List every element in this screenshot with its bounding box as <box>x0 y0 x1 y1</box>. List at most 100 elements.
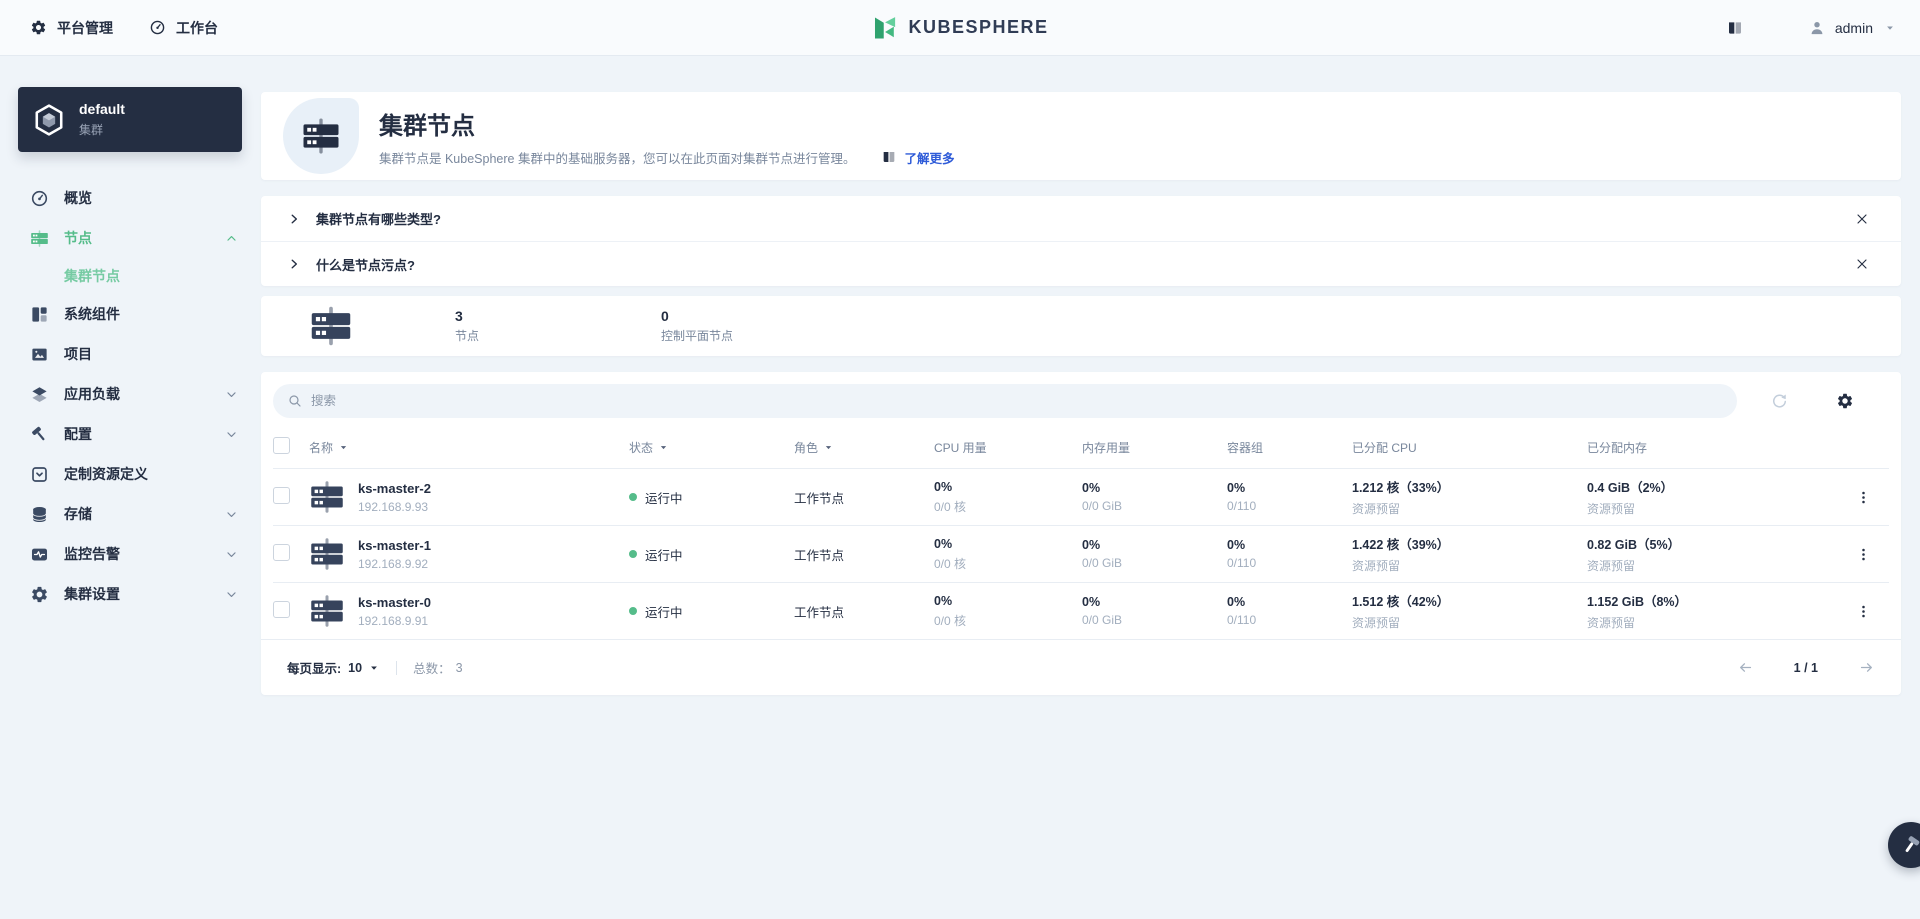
memory-usage-detail: 0/0 GiB <box>1082 613 1123 627</box>
node-name-link[interactable]: ks-master-0 <box>358 594 431 610</box>
kubesphere-logo[interactable]: KUBESPHERE <box>871 14 1048 42</box>
components-icon <box>30 305 49 324</box>
gauge-icon <box>30 189 49 208</box>
chevron-down-icon <box>225 588 238 601</box>
hammer-icon <box>30 425 49 444</box>
previous-page-button[interactable] <box>1737 659 1754 676</box>
tip-node-taints[interactable]: 什么是节点污点? <box>261 241 1901 286</box>
header-right: admin <box>1720 13 1896 43</box>
row-checkbox[interactable] <box>273 601 290 618</box>
column-header-pods: 容器组 <box>1227 440 1264 455</box>
node-ip: 192.168.9.92 <box>358 556 429 571</box>
sidebar-item-monitoring-alerting[interactable]: 监控告警 <box>0 534 260 574</box>
row-checkbox[interactable] <box>273 487 290 504</box>
platform-management-label: 平台管理 <box>57 19 113 36</box>
workbench-label: 工作台 <box>176 19 218 36</box>
learn-more-link[interactable]: 了解更多 <box>904 151 955 166</box>
banner-node-icon-box <box>283 98 359 174</box>
search-input[interactable] <box>311 394 1723 408</box>
node-name-link[interactable]: ks-master-1 <box>358 537 431 553</box>
arrow-right-icon <box>1858 659 1875 676</box>
column-header-memory: 内存用量 <box>1082 440 1131 455</box>
status-dot <box>629 607 637 615</box>
node-ip: 192.168.9.91 <box>358 613 429 628</box>
search-box[interactable] <box>273 384 1737 418</box>
cpu-usage-detail: 0/0 核 <box>934 613 967 628</box>
page-description: 集群节点是 KubeSphere 集群中的基础服务器，您可以在此页面对集群节点进… <box>379 151 856 166</box>
stat-nodes: 3 节点 <box>455 308 479 344</box>
sidebar-menu: 概览 节点 集群节点 系统组件 项目 应用负载 配置 <box>0 178 260 614</box>
select-all-checkbox[interactable] <box>273 437 290 454</box>
user-name: admin <box>1834 19 1873 36</box>
page-indicator: 1 / 1 <box>1793 660 1818 675</box>
sidebar-item-storage[interactable]: 存储 <box>0 494 260 534</box>
chevron-down-icon <box>225 548 238 561</box>
sidebar-item-configuration[interactable]: 配置 <box>0 414 260 454</box>
row-checkbox[interactable] <box>273 544 290 561</box>
allocated-memory: 1.152 GiB（8%） <box>1587 595 1688 609</box>
column-settings-button[interactable] <box>1829 385 1861 417</box>
close-icon[interactable] <box>1849 206 1875 232</box>
status-text: 运行中 <box>645 605 683 620</box>
close-icon[interactable] <box>1849 251 1875 277</box>
row-more-actions-button[interactable] <box>1849 597 1877 625</box>
book-icon <box>1726 19 1744 37</box>
tip-node-types[interactable]: 集群节点有哪些类型? <box>261 196 1901 241</box>
kebab-icon <box>1855 489 1872 506</box>
nodes-icon <box>309 304 353 348</box>
table-toolbar <box>273 384 1889 418</box>
chevron-right-icon <box>287 257 301 271</box>
node-role: 工作节点 <box>794 548 845 563</box>
page-banner: 集群节点 集群节点是 KubeSphere 集群中的基础服务器，您可以在此页面对… <box>261 92 1901 180</box>
gear-icon <box>30 585 49 604</box>
refresh-icon <box>1770 392 1789 411</box>
cluster-selector[interactable]: default 集群 <box>18 87 242 152</box>
sidebar-item-nodes[interactable]: 节点 <box>0 218 260 258</box>
total-label: 总数： <box>413 662 451 676</box>
user-menu[interactable]: admin <box>1808 19 1896 37</box>
column-header-status[interactable]: 状态 <box>629 439 794 456</box>
next-page-button[interactable] <box>1858 659 1875 676</box>
row-more-actions-button[interactable] <box>1849 540 1877 568</box>
stat-nodes-label: 节点 <box>455 329 480 343</box>
sidebar-item-app-workloads[interactable]: 应用负载 <box>0 374 260 414</box>
platform-management-nav[interactable]: 平台管理 <box>30 18 113 38</box>
column-header-cpu: CPU 用量 <box>934 440 987 455</box>
sidebar-item-system-components[interactable]: 系统组件 <box>0 294 260 334</box>
per-page-dropdown[interactable] <box>368 662 380 674</box>
status-dot <box>629 550 637 558</box>
column-header-role[interactable]: 角色 <box>794 439 934 456</box>
refresh-button[interactable] <box>1763 385 1795 417</box>
node-role: 工作节点 <box>794 491 845 506</box>
node-name-link[interactable]: ks-master-2 <box>358 480 431 496</box>
footer-divider <box>396 660 398 675</box>
column-header-allocated-memory: 已分配内存 <box>1587 440 1648 455</box>
row-more-actions-button[interactable] <box>1849 483 1877 511</box>
gear-icon <box>1836 392 1854 410</box>
main-content: 集群节点 集群节点是 KubeSphere 集群中的基础服务器，您可以在此页面对… <box>261 56 1901 695</box>
storage-icon <box>30 505 49 524</box>
status-text: 运行中 <box>645 491 683 506</box>
workbench-nav[interactable]: 工作台 <box>149 18 218 38</box>
kubesphere-logo-mark <box>874 16 896 38</box>
gear-icon <box>30 19 47 36</box>
sidebar-item-crd[interactable]: 定制资源定义 <box>0 454 260 494</box>
sidebar-item-cluster-nodes[interactable]: 集群节点 <box>64 268 120 284</box>
documentation-button[interactable] <box>1720 13 1750 43</box>
sidebar-item-projects[interactable]: 项目 <box>0 334 260 374</box>
toolbox-floating-button[interactable] <box>1888 822 1920 868</box>
stat-nodes-value: 3 <box>455 308 463 324</box>
crd-icon <box>30 465 49 484</box>
chevron-up-icon <box>225 232 238 245</box>
cpu-usage: 0% <box>934 536 953 551</box>
pods-usage: 0% <box>1227 595 1246 609</box>
caret-down-icon <box>1884 22 1896 34</box>
sidebar-item-overview[interactable]: 概览 <box>0 178 260 218</box>
column-header-name[interactable]: 名称 <box>309 439 629 456</box>
table-row: ks-master-0 192.168.9.91 运行中 工作节点 0% 0/0… <box>273 582 1889 639</box>
pods-usage-detail: 0/110 <box>1227 613 1257 627</box>
sidebar-item-cluster-settings[interactable]: 集群设置 <box>0 574 260 614</box>
user-icon <box>1808 19 1826 37</box>
cpu-usage: 0% <box>934 593 953 608</box>
